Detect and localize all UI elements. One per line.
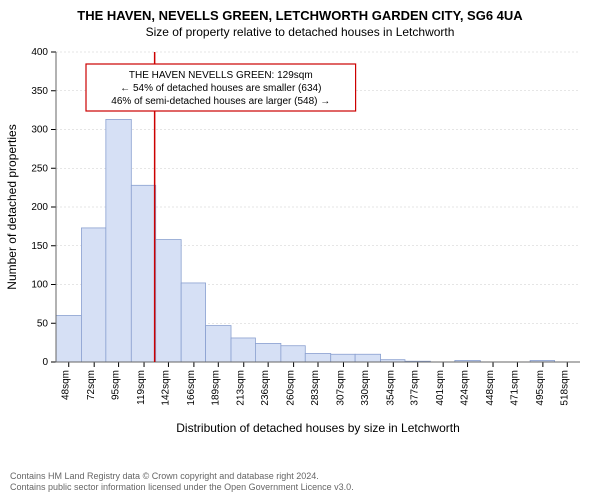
svg-text:46% of semi-detached houses ar: 46% of semi-detached houses are larger (… [111, 96, 330, 107]
svg-text:150: 150 [31, 241, 48, 252]
page-subtitle: Size of property relative to detached ho… [0, 23, 600, 39]
page-title: THE HAVEN, NEVELLS GREEN, LETCHWORTH GAR… [0, 0, 600, 23]
svg-text:330sqm: 330sqm [360, 370, 371, 406]
footer-attribution: Contains HM Land Registry data © Crown c… [10, 471, 354, 494]
svg-text:95sqm: 95sqm [111, 370, 122, 400]
svg-text:189sqm: 189sqm [210, 370, 221, 406]
svg-text:166sqm: 166sqm [186, 370, 197, 406]
svg-text:300: 300 [31, 125, 48, 136]
svg-text:50: 50 [37, 318, 49, 329]
svg-text:471sqm: 471sqm [509, 370, 520, 406]
svg-text:213sqm: 213sqm [236, 370, 247, 406]
svg-text:260sqm: 260sqm [286, 370, 297, 406]
histogram-chart: 0 50 100 150 200 250 300 350 400 48sqm 72sqm 95sqm 1… [0, 42, 600, 442]
svg-text:424sqm: 424sqm [460, 370, 471, 406]
svg-text:401sqm: 401sqm [435, 370, 446, 406]
svg-text:Distribution of detached house: Distribution of detached houses by size … [176, 421, 460, 435]
svg-text:142sqm: 142sqm [160, 370, 171, 406]
svg-text:48sqm: 48sqm [61, 370, 72, 400]
svg-text:119sqm: 119sqm [136, 370, 147, 405]
svg-text:Number of detached properties: Number of detached properties [5, 124, 19, 289]
svg-text:200: 200 [31, 202, 48, 213]
svg-text:← 54% of detached houses are s: ← 54% of detached houses are smaller (63… [120, 83, 321, 94]
svg-text:307sqm: 307sqm [335, 370, 346, 406]
svg-text:377sqm: 377sqm [410, 370, 421, 406]
svg-text:250: 250 [31, 163, 48, 174]
footer-line-1: Contains HM Land Registry data © Crown c… [10, 471, 354, 483]
footer-line-2: Contains public sector information licen… [10, 482, 354, 494]
svg-text:448sqm: 448sqm [485, 370, 496, 406]
svg-text:518sqm: 518sqm [559, 370, 570, 406]
svg-text:354sqm: 354sqm [385, 370, 396, 406]
svg-text:THE HAVEN NEVELLS GREEN: 129sq: THE HAVEN NEVELLS GREEN: 129sqm [129, 70, 313, 81]
svg-text:0: 0 [42, 357, 48, 368]
svg-text:350: 350 [31, 86, 48, 97]
svg-text:283sqm: 283sqm [310, 370, 321, 406]
svg-text:100: 100 [31, 280, 48, 291]
svg-text:400: 400 [31, 47, 48, 58]
svg-text:72sqm: 72sqm [86, 370, 97, 400]
svg-text:236sqm: 236sqm [260, 370, 271, 406]
svg-text:495sqm: 495sqm [535, 370, 546, 406]
